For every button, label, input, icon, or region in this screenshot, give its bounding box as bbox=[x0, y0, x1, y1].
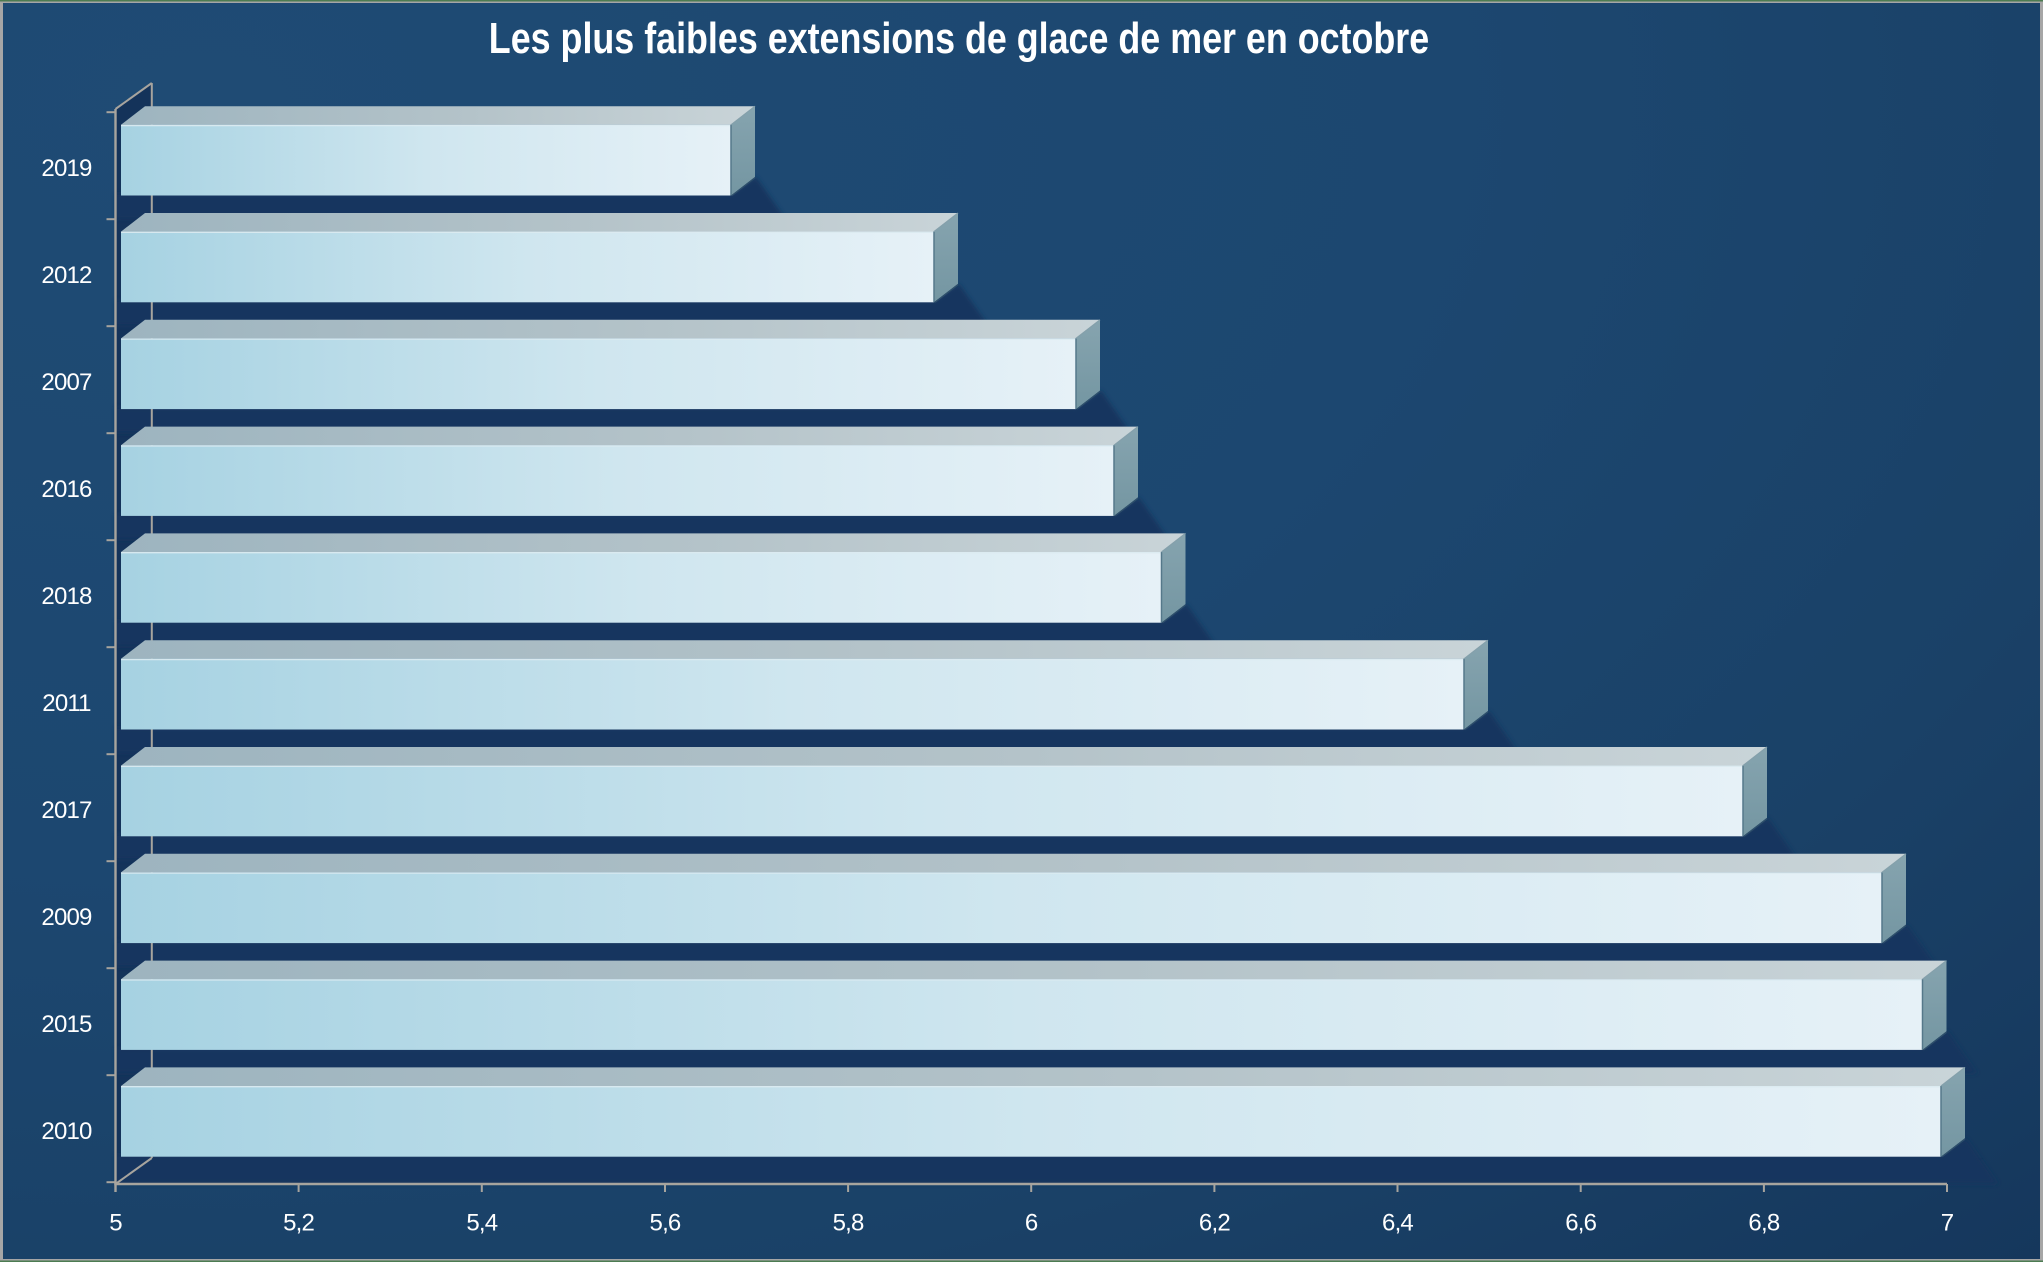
svg-text:2012: 2012 bbox=[41, 262, 92, 289]
svg-text:5,6: 5,6 bbox=[650, 1210, 681, 1237]
svg-text:6,6: 6,6 bbox=[1565, 1210, 1596, 1237]
svg-text:2009: 2009 bbox=[41, 904, 92, 931]
svg-text:Les plus faibles extensions de: Les plus faibles extensions de glace de … bbox=[489, 14, 1429, 63]
svg-text:2019: 2019 bbox=[41, 155, 92, 182]
svg-text:5,8: 5,8 bbox=[833, 1210, 864, 1237]
svg-text:5,2: 5,2 bbox=[283, 1210, 314, 1237]
svg-text:2015: 2015 bbox=[41, 1011, 92, 1038]
svg-text:5: 5 bbox=[109, 1210, 122, 1237]
svg-text:6,8: 6,8 bbox=[1748, 1210, 1779, 1237]
svg-text:5,4: 5,4 bbox=[466, 1210, 497, 1237]
svg-text:7: 7 bbox=[1941, 1210, 1954, 1237]
svg-text:2018: 2018 bbox=[41, 583, 92, 610]
svg-text:2017: 2017 bbox=[41, 797, 92, 824]
svg-text:2011: 2011 bbox=[42, 690, 91, 717]
svg-text:6: 6 bbox=[1025, 1210, 1038, 1237]
svg-text:6,4: 6,4 bbox=[1382, 1210, 1413, 1237]
svg-text:2007: 2007 bbox=[41, 369, 92, 396]
svg-text:2016: 2016 bbox=[41, 476, 92, 503]
svg-text:2010: 2010 bbox=[41, 1118, 92, 1145]
svg-text:6,2: 6,2 bbox=[1199, 1210, 1230, 1237]
